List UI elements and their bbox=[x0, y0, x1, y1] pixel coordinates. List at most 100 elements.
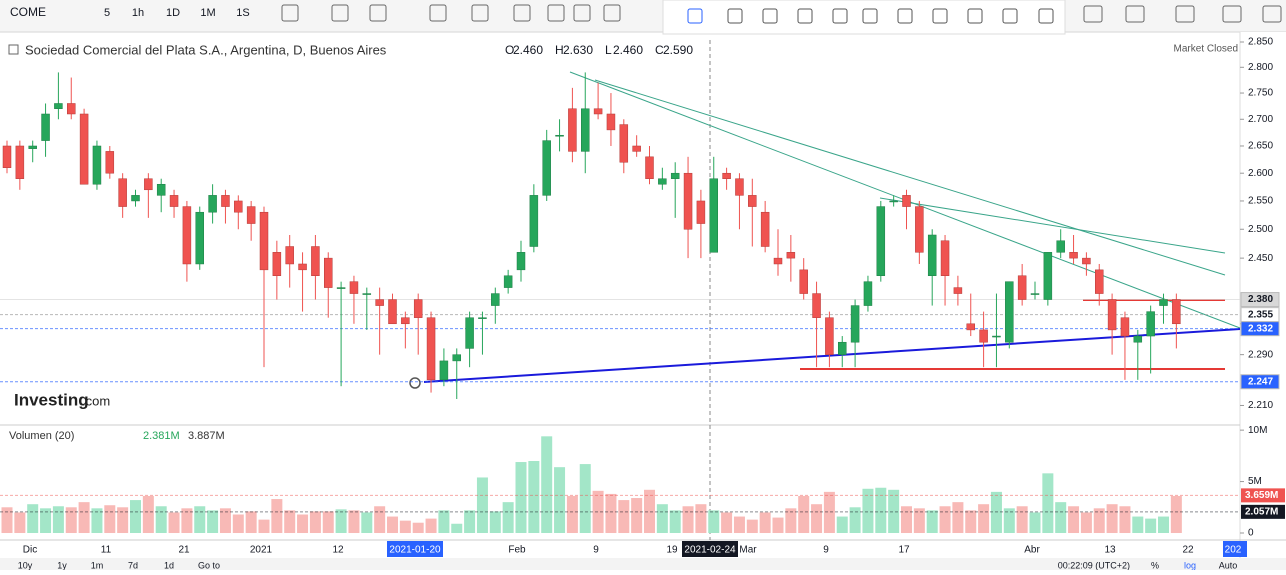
volume-bar bbox=[142, 495, 154, 534]
tool-icon[interactable] bbox=[603, 4, 621, 22]
candle-body bbox=[902, 195, 911, 207]
candle-body bbox=[645, 156, 654, 179]
interval-button[interactable]: 1D bbox=[166, 7, 180, 19]
volume-bar bbox=[733, 516, 745, 534]
volume-bar bbox=[939, 506, 951, 534]
candle-body bbox=[208, 195, 217, 213]
volume-bar bbox=[130, 500, 141, 534]
range-button[interactable]: 1m bbox=[91, 560, 104, 570]
scale-option[interactable]: Auto bbox=[1219, 560, 1238, 570]
scale-option[interactable]: % bbox=[1151, 560, 1159, 570]
volume-bar bbox=[335, 509, 347, 534]
volume-bar bbox=[862, 488, 874, 534]
volume-bar bbox=[40, 508, 52, 534]
volume-bar bbox=[489, 511, 501, 534]
x-tick-label: 13 bbox=[1104, 545, 1116, 556]
interval-button[interactable]: 1S bbox=[236, 7, 249, 19]
tool-icon[interactable] bbox=[281, 4, 299, 22]
candle-body bbox=[773, 257, 783, 265]
x-tick-label: 12 bbox=[332, 545, 344, 556]
candle-body bbox=[362, 293, 372, 295]
drawing-tool-icon[interactable] bbox=[1038, 8, 1054, 24]
candle-body bbox=[722, 172, 731, 179]
anchor[interactable] bbox=[409, 377, 421, 389]
drawing-tool-icon[interactable] bbox=[727, 8, 743, 24]
drawing-tool-icon[interactable] bbox=[797, 8, 813, 24]
tool-icon[interactable] bbox=[1262, 5, 1282, 23]
drawing-toolbar bbox=[662, 0, 1066, 35]
tool-icon[interactable] bbox=[513, 4, 531, 22]
drawing-tool-icon[interactable] bbox=[862, 8, 878, 24]
candle-body bbox=[786, 252, 796, 259]
interval-button[interactable]: 5 bbox=[104, 7, 110, 19]
volume-bar bbox=[438, 510, 450, 534]
candle-body bbox=[709, 178, 718, 253]
tool-icon[interactable] bbox=[573, 4, 591, 22]
scale-option[interactable]: log bbox=[1184, 560, 1196, 570]
volume-bar bbox=[27, 504, 39, 534]
volume-bar bbox=[1158, 516, 1169, 534]
volume-bar bbox=[528, 461, 540, 534]
candle-body bbox=[619, 124, 629, 163]
interval-button[interactable]: 1h bbox=[132, 7, 144, 19]
drawings bbox=[409, 71, 1241, 389]
price-label: 2.380 bbox=[1248, 294, 1273, 305]
candle-body bbox=[1095, 269, 1104, 294]
volume-bar bbox=[1093, 508, 1105, 534]
volume-bar bbox=[913, 508, 925, 534]
candle-body bbox=[491, 293, 500, 306]
candle-body bbox=[234, 200, 243, 213]
candle-body bbox=[182, 206, 192, 265]
range-button[interactable]: 7d bbox=[128, 560, 138, 570]
volume-bar bbox=[117, 507, 129, 534]
tool-icon[interactable] bbox=[429, 4, 447, 22]
volume-bar bbox=[926, 510, 938, 534]
collapse-icon[interactable] bbox=[8, 44, 19, 55]
y-tick-label: 2.650 bbox=[1248, 141, 1273, 152]
y-tick-label: 2.500 bbox=[1248, 224, 1273, 235]
drawing-tool-icon[interactable] bbox=[832, 8, 848, 24]
drawing-tool-icon[interactable] bbox=[967, 8, 983, 24]
range-button[interactable]: 1d bbox=[164, 560, 174, 570]
candle-body bbox=[156, 183, 166, 196]
volume-bar bbox=[78, 502, 90, 534]
volume-bar bbox=[798, 495, 810, 534]
candle-body bbox=[388, 299, 397, 325]
trendline bbox=[423, 328, 1241, 383]
range-button[interactable]: 1y bbox=[57, 560, 67, 570]
drawing-tool-icon[interactable] bbox=[762, 8, 778, 24]
tool-icon[interactable] bbox=[1222, 5, 1242, 23]
tool-icon[interactable] bbox=[471, 4, 489, 22]
range-button[interactable]: 10y bbox=[18, 560, 33, 570]
price-label: 2.332 bbox=[1248, 323, 1273, 334]
goto-button[interactable]: Go to bbox=[198, 560, 220, 570]
candle-body bbox=[413, 299, 423, 318]
tool-icon[interactable] bbox=[369, 4, 387, 22]
tool-icon[interactable] bbox=[1083, 5, 1103, 23]
footer-bg bbox=[0, 558, 1286, 570]
ohlc-key: C bbox=[655, 43, 664, 57]
tool-icon[interactable] bbox=[547, 4, 565, 22]
candle-body bbox=[915, 206, 924, 253]
tool-icon[interactable] bbox=[1125, 5, 1145, 23]
volume-tick-label: 5M bbox=[1248, 476, 1262, 487]
price-label-bg bbox=[1240, 292, 1280, 308]
volume-bar bbox=[836, 516, 848, 534]
drawing-tool-icon[interactable] bbox=[687, 8, 703, 24]
volume-bar bbox=[746, 519, 758, 534]
candle-body bbox=[889, 200, 898, 203]
tool-icon[interactable] bbox=[331, 4, 349, 22]
price-label: 2.247 bbox=[1248, 376, 1273, 387]
candle-body bbox=[1005, 281, 1014, 343]
symbol[interactable]: COME bbox=[10, 5, 46, 19]
interval-button[interactable]: 1M bbox=[200, 7, 215, 19]
drawing-tool-icon[interactable] bbox=[1002, 8, 1018, 24]
tool-icon[interactable] bbox=[1175, 5, 1195, 23]
drawing-tool-icon[interactable] bbox=[932, 8, 948, 24]
volume-bar bbox=[476, 477, 488, 534]
candle-body bbox=[953, 287, 963, 294]
volume-label: 3.659M bbox=[1245, 490, 1278, 501]
volume-bar bbox=[14, 512, 26, 534]
candle-body bbox=[28, 145, 37, 149]
drawing-tool-icon[interactable] bbox=[897, 8, 913, 24]
